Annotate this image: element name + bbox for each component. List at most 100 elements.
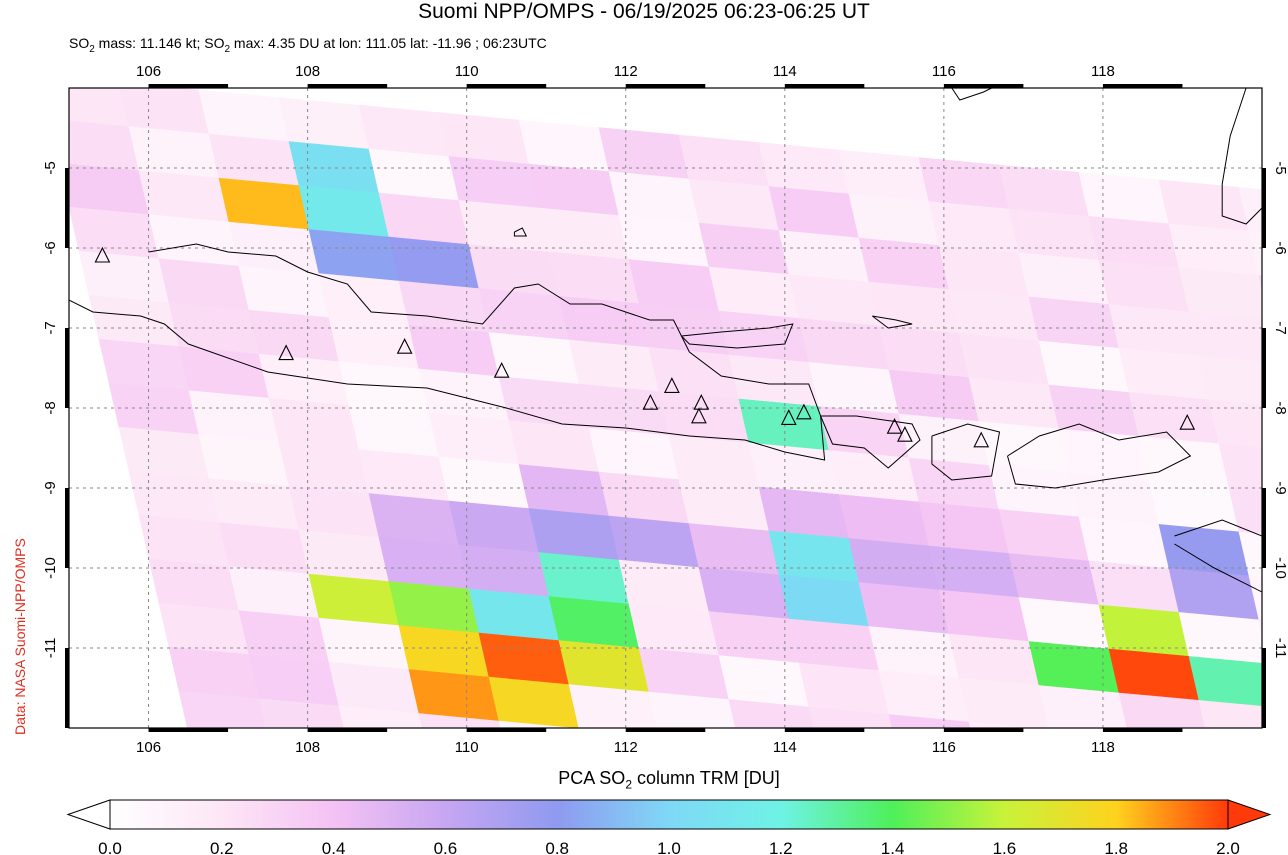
lon-tick-label-bottom: 108 bbox=[295, 739, 320, 756]
so2-pixel bbox=[258, 353, 350, 406]
so2-pixel bbox=[318, 273, 410, 326]
so2-pixel bbox=[138, 514, 230, 568]
so2-pixel bbox=[458, 200, 550, 253]
map-frame-bars bbox=[65, 84, 1266, 732]
so2-pixel bbox=[798, 318, 890, 371]
so2-pixel bbox=[668, 435, 760, 488]
so2-pixel bbox=[848, 193, 940, 246]
so2-pixel bbox=[398, 625, 490, 678]
so2-pixel bbox=[428, 412, 520, 465]
lat-tick-label-right: -6 bbox=[1272, 241, 1288, 254]
frame-bar bbox=[784, 84, 865, 88]
so2-pixel bbox=[778, 230, 870, 283]
so2-pixel bbox=[1108, 648, 1200, 701]
volcano-icon bbox=[795, 403, 812, 420]
so2-pixel bbox=[258, 698, 345, 728]
so2-pixel bbox=[568, 339, 660, 392]
lon-tick-label-top: 118 bbox=[1091, 63, 1115, 80]
so2-pixel bbox=[158, 258, 250, 311]
so2-pixel bbox=[268, 397, 360, 450]
so2-pixel bbox=[1188, 656, 1262, 707]
frame-bar bbox=[943, 84, 1024, 88]
lon-tick-label-top: 108 bbox=[295, 63, 320, 80]
so2-pixel bbox=[108, 382, 200, 436]
frame-bar bbox=[1262, 168, 1266, 248]
colorbar-tick-label: 1.0 bbox=[657, 839, 681, 855]
lon-tick-label-bottom: 116 bbox=[932, 739, 956, 756]
so2-pixel bbox=[1188, 311, 1262, 363]
colorbar-tick-label: 1.4 bbox=[881, 839, 905, 855]
so2-pixel bbox=[638, 303, 730, 356]
coastline bbox=[1007, 423, 1192, 489]
so2-pixel bbox=[278, 97, 370, 150]
so2-pixel bbox=[638, 647, 730, 700]
so2-pixel bbox=[628, 259, 720, 312]
so2-pixel bbox=[808, 362, 900, 415]
so2-pixel bbox=[518, 464, 610, 517]
so2-pixel bbox=[888, 369, 980, 422]
so2-pixel bbox=[148, 214, 240, 267]
colorbar-tick-label: 0.2 bbox=[210, 839, 234, 855]
so2-pixel bbox=[118, 426, 210, 480]
so2-pixel bbox=[1008, 553, 1100, 606]
frame-bar bbox=[466, 84, 547, 88]
so2-pixel bbox=[248, 654, 340, 707]
volcano-icon bbox=[396, 337, 413, 354]
so2-pixel bbox=[678, 479, 770, 532]
frame-bar bbox=[65, 168, 69, 248]
coastline bbox=[820, 415, 921, 469]
so2-pixel bbox=[69, 88, 130, 128]
map-title: Suomi NPP/OMPS - 06/19/2025 06:23-06:25 … bbox=[418, 0, 870, 23]
volcano-markers bbox=[94, 246, 1196, 448]
so2-pixel bbox=[958, 333, 1050, 386]
so2-pixel bbox=[488, 676, 580, 728]
subtitle-part: mass: 11.146 kt; SO bbox=[94, 35, 225, 51]
so2-pixel bbox=[818, 406, 910, 459]
so2-pixel bbox=[1198, 355, 1262, 406]
lat-tick-label-left: -11 bbox=[42, 638, 59, 659]
lat-tick-label-left: -8 bbox=[42, 401, 59, 414]
so2-pixel bbox=[688, 523, 780, 576]
so2-pixel bbox=[328, 317, 420, 370]
so2-pixel bbox=[198, 89, 290, 142]
so2-pixel bbox=[1118, 692, 1206, 728]
colorbar-tick-label: 0.4 bbox=[322, 839, 346, 855]
lon-tick-label-bottom: 112 bbox=[614, 739, 638, 756]
colorbar-title-part: column TRM [DU] bbox=[632, 768, 780, 788]
so2-pixel bbox=[708, 266, 800, 319]
lat-tick-label-right: -9 bbox=[1272, 481, 1288, 494]
so2-pixel bbox=[1108, 304, 1200, 357]
so2-pixel bbox=[338, 705, 423, 728]
so2-pixel bbox=[278, 441, 370, 494]
frame-bar bbox=[307, 84, 388, 88]
lon-tick-label-bottom: 114 bbox=[773, 739, 797, 756]
so2-pixel bbox=[858, 237, 950, 290]
so2-pixel bbox=[298, 185, 390, 238]
volcano-icon bbox=[886, 417, 903, 434]
so2-pixel bbox=[718, 655, 810, 708]
so2-pixel bbox=[868, 626, 960, 679]
volcano-icon bbox=[278, 344, 295, 361]
so2-pixel bbox=[358, 449, 450, 502]
volcano-icon bbox=[691, 407, 707, 424]
so2-pixel bbox=[608, 171, 700, 224]
so2-pixel bbox=[998, 509, 1090, 562]
lon-tick-label-bottom: 106 bbox=[136, 739, 161, 756]
so2-pixel bbox=[248, 309, 340, 362]
so2-pixel bbox=[998, 164, 1090, 217]
lat-tick-label-left: -6 bbox=[42, 241, 59, 254]
so2-pixel bbox=[198, 434, 290, 487]
frame-bar bbox=[1102, 728, 1183, 732]
colorbar-title-part: PCA SO bbox=[558, 768, 626, 788]
colorbar-high-arrow bbox=[1227, 799, 1272, 830]
so2-pixel bbox=[468, 588, 560, 641]
so2-pixel bbox=[768, 186, 860, 239]
so2-pixel bbox=[938, 589, 1030, 642]
so2-pixel bbox=[1008, 208, 1100, 261]
so2-pixel bbox=[1238, 531, 1262, 578]
so2-pixel bbox=[178, 346, 270, 399]
so2-pixel bbox=[988, 465, 1080, 518]
so2-pixel bbox=[918, 157, 1010, 210]
so2-pixel bbox=[88, 294, 180, 348]
